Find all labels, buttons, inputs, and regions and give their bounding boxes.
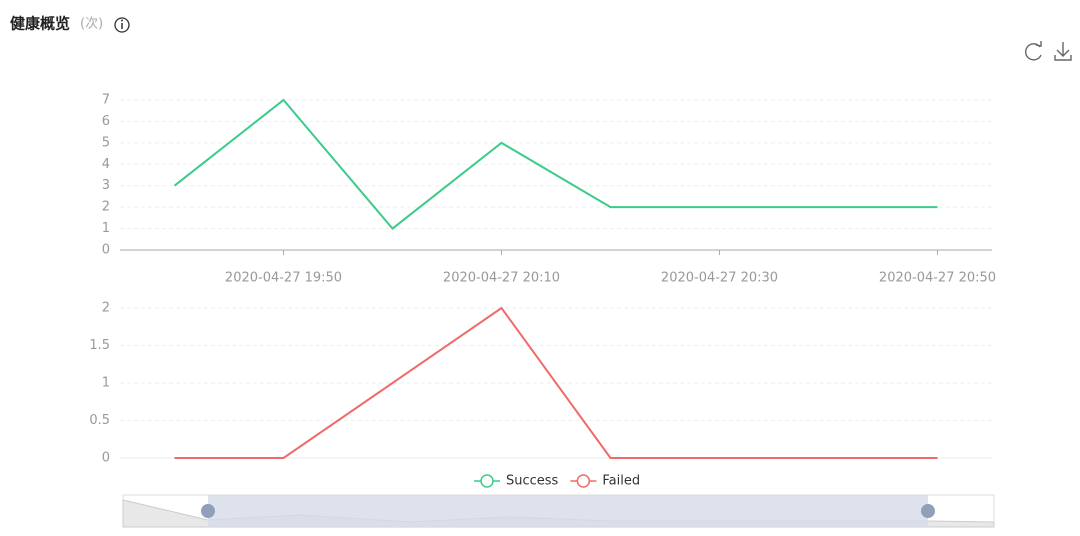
download-icon[interactable] [1054, 42, 1072, 61]
y-tick-label: 1.5 [89, 338, 110, 353]
refresh-icon[interactable] [1025, 41, 1042, 61]
y-tick-label: 0.5 [89, 413, 110, 428]
series-line [174, 306, 938, 459]
y-tick-label: 5 [102, 135, 110, 150]
x-tick-label: 2020-04-27 20:10 [443, 271, 560, 286]
y-tick-label: 3 [102, 178, 110, 193]
y-tick-label: 1 [102, 221, 110, 236]
legend: Success Failed [474, 474, 640, 489]
y-tick-label: 1 [102, 376, 110, 391]
x-tick-label: 2020-04-27 19:50 [225, 271, 342, 286]
y-tick-label: 6 [102, 114, 110, 129]
y-tick-label: 2 [102, 301, 110, 316]
info-icon[interactable] [114, 17, 130, 33]
series-line [173, 98, 938, 230]
x-tick-label: 2020-04-27 20:50 [879, 271, 996, 286]
y-tick-label: 7 [102, 93, 110, 108]
y-tick-label: 4 [102, 157, 110, 172]
page-title: 健康概览 [10, 15, 70, 33]
legend-label: Success [506, 474, 559, 489]
legend-label: Failed [602, 474, 640, 489]
unit-label: (次) [80, 16, 103, 32]
y-tick-label: 0 [102, 243, 110, 258]
data-zoom[interactable] [122, 494, 995, 528]
legend-marker [576, 474, 591, 488]
legend-marker [480, 474, 494, 488]
y-tick-label: 2 [102, 200, 110, 215]
y-tick-label: 0 [102, 451, 110, 466]
x-tick-label: 2020-04-27 20:30 [661, 271, 778, 286]
